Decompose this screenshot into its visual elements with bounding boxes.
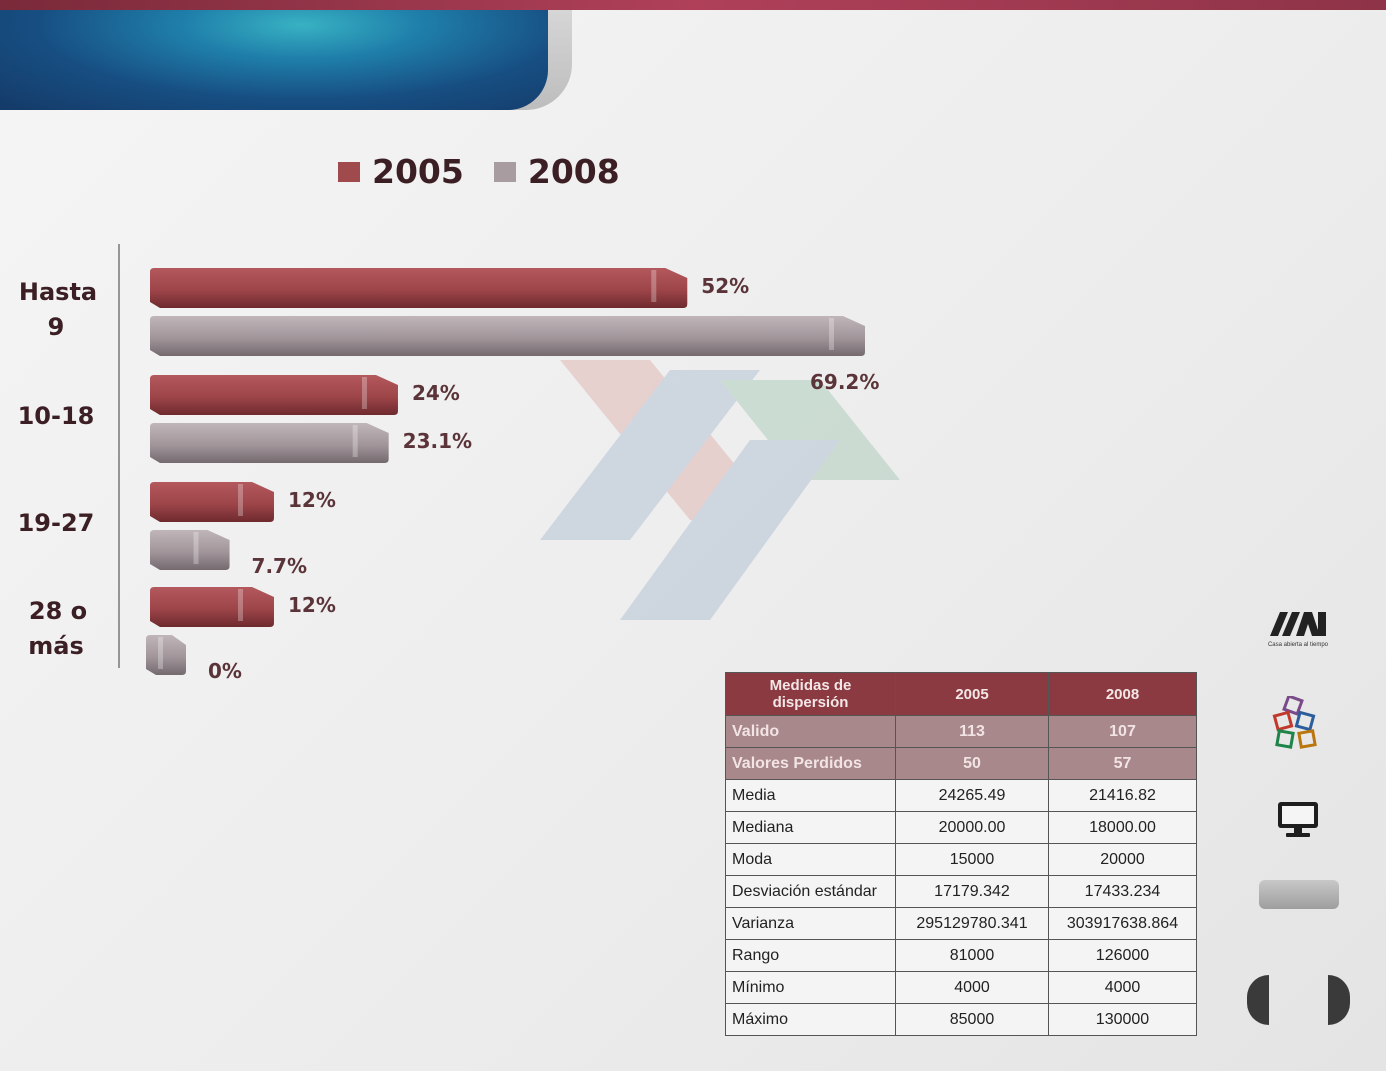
table-cell-2005: 4000 (895, 971, 1049, 1004)
table-cell-2008: 18000.00 (1048, 811, 1197, 844)
value-label-2008-2: 23.1% (403, 429, 472, 453)
table-cell-2005: 17179.342 (895, 875, 1049, 908)
table-cell-2008: 4000 (1048, 971, 1197, 1004)
table-cell-measure: Varianza (725, 907, 896, 940)
category-label-4: más (28, 632, 84, 660)
table-row: Valores Perdidos 50 57 (725, 747, 1197, 780)
menu-button[interactable] (1259, 880, 1339, 909)
category-label-3: 19-27 (18, 509, 95, 537)
table-cell-measure: Rango (725, 939, 896, 972)
bar-2008-1 (150, 316, 865, 356)
uam-tagline: Casa abierta al tiempo (1267, 642, 1329, 648)
chart-legend: 2005 2008 (338, 152, 650, 191)
legend-label-2008: 2008 (527, 152, 620, 191)
bar-highlight (352, 425, 358, 457)
value-label-2005-1: 52% (701, 274, 749, 298)
table-body: Valido 113 107 Valores Perdidos 50 57 Media 242… (725, 715, 1197, 1036)
category-label-2: 10-18 (18, 402, 95, 430)
value-label-2008-1: 69.2% (810, 370, 879, 394)
table-header-row: Medidas de dispersión 2005 2008 (725, 672, 1197, 716)
bar-2005-1 (150, 268, 688, 308)
table-cell-2008: 20000 (1048, 843, 1197, 876)
table-row: Desviación estándar 17179.342 17433.234 (725, 875, 1197, 908)
bar-2005-2 (150, 375, 398, 415)
legend-swatch-2005 (338, 161, 360, 182)
table-cell-measure: Mediana (725, 811, 896, 844)
bar-highlight (158, 637, 163, 669)
uam-logo-icon (1270, 612, 1326, 636)
legend-label-2005: 2005 (372, 152, 464, 191)
table-cell-measure: Valido (725, 715, 896, 748)
table-cell-2005: 50 (895, 747, 1049, 780)
category-label-1: 9 (48, 313, 65, 341)
uam-logo: Casa abierta al tiempo (1266, 612, 1330, 648)
table-cell-2008: 107 (1048, 715, 1197, 748)
category-label-4: 28 o (29, 597, 87, 625)
cubes-logo-icon (1272, 696, 1317, 749)
table-row: Máximo 85000 130000 (725, 1003, 1197, 1036)
table-row: Rango 81000 126000 (725, 939, 1197, 972)
table-cell-measure: Máximo (725, 1003, 896, 1036)
table-row: Moda 15000 20000 (725, 843, 1197, 876)
table-cell-measure: Desviación estándar (725, 875, 896, 908)
table-row: Media 24265.49 21416.82 (725, 779, 1197, 812)
table-cell-2008: 126000 (1048, 939, 1197, 972)
table-header-2005: 2005 (895, 672, 1049, 716)
monitor-icon[interactable] (1276, 800, 1320, 838)
table-cell-2005: 295129780.341 (895, 907, 1049, 940)
value-label-2005-2: 24% (412, 381, 460, 405)
bar-2005-4 (150, 587, 274, 627)
table-cell-2005: 24265.49 (895, 779, 1049, 812)
table-cell-measure: Media (725, 779, 896, 812)
table-header-2008: 2008 (1048, 672, 1197, 716)
bar-highlight (651, 270, 657, 302)
table-header-measure: Medidas de dispersión (725, 672, 896, 716)
table-row: Varianza 295129780.341 303917638.864 (725, 907, 1197, 940)
value-label-2008-3: 7.7% (252, 554, 307, 578)
dispersion-table: Medidas de dispersión 2005 2008 Valido 11… (725, 672, 1197, 1036)
watermark-logo-icon (540, 360, 900, 620)
bar-highlight (361, 377, 367, 409)
table-row: Mediana 20000.00 18000.00 (725, 811, 1197, 844)
value-label-2005-4: 12% (288, 593, 336, 617)
table-cell-measure: Moda (725, 843, 896, 876)
bar-highlight (193, 532, 199, 564)
bar-2008-3 (150, 530, 230, 570)
legend-item-2008: 2008 (493, 152, 620, 191)
legend-swatch-2008 (493, 161, 516, 182)
top-stripe (0, 0, 1386, 10)
legend-item-2005: 2005 (338, 152, 464, 191)
table-cell-measure: Valores Perdidos (725, 747, 896, 780)
category-label-1: Hasta (19, 278, 97, 306)
table-cell-measure: Mínimo (725, 971, 896, 1004)
bar-highlight (237, 484, 243, 516)
table-cell-2005: 81000 (895, 939, 1049, 972)
table-cell-2008: 21416.82 (1048, 779, 1197, 812)
next-arrow-icon[interactable] (1328, 975, 1350, 1025)
table-cell-2008: 57 (1048, 747, 1197, 780)
table-cell-2005: 20000.00 (895, 811, 1049, 844)
bar-2005-3 (150, 482, 274, 522)
table-cell-2008: 130000 (1048, 1003, 1197, 1036)
header-band (0, 10, 548, 110)
bar-highlight (829, 318, 834, 350)
value-label-2008-4: 0% (208, 659, 242, 683)
value-label-2005-3: 12% (288, 488, 336, 512)
table-row: Mínimo 4000 4000 (725, 971, 1197, 1004)
prev-arrow-icon[interactable] (1247, 975, 1269, 1025)
table-cell-2008: 303917638.864 (1048, 907, 1197, 940)
table-cell-2005: 85000 (895, 1003, 1049, 1036)
bar-chart: 52% 69.2% Hasta 9 24% 23.1% 10-18 12% 7.7% 19-27 1… (18, 244, 879, 683)
table-cell-2008: 17433.234 (1048, 875, 1197, 908)
bar-highlight (237, 589, 243, 621)
table-cell-2005: 15000 (895, 843, 1049, 876)
bar-2008-2 (150, 423, 389, 463)
bar-2008-4 (146, 635, 186, 675)
table-row: Valido 113 107 (725, 715, 1197, 748)
table-cell-2005: 113 (895, 715, 1049, 748)
